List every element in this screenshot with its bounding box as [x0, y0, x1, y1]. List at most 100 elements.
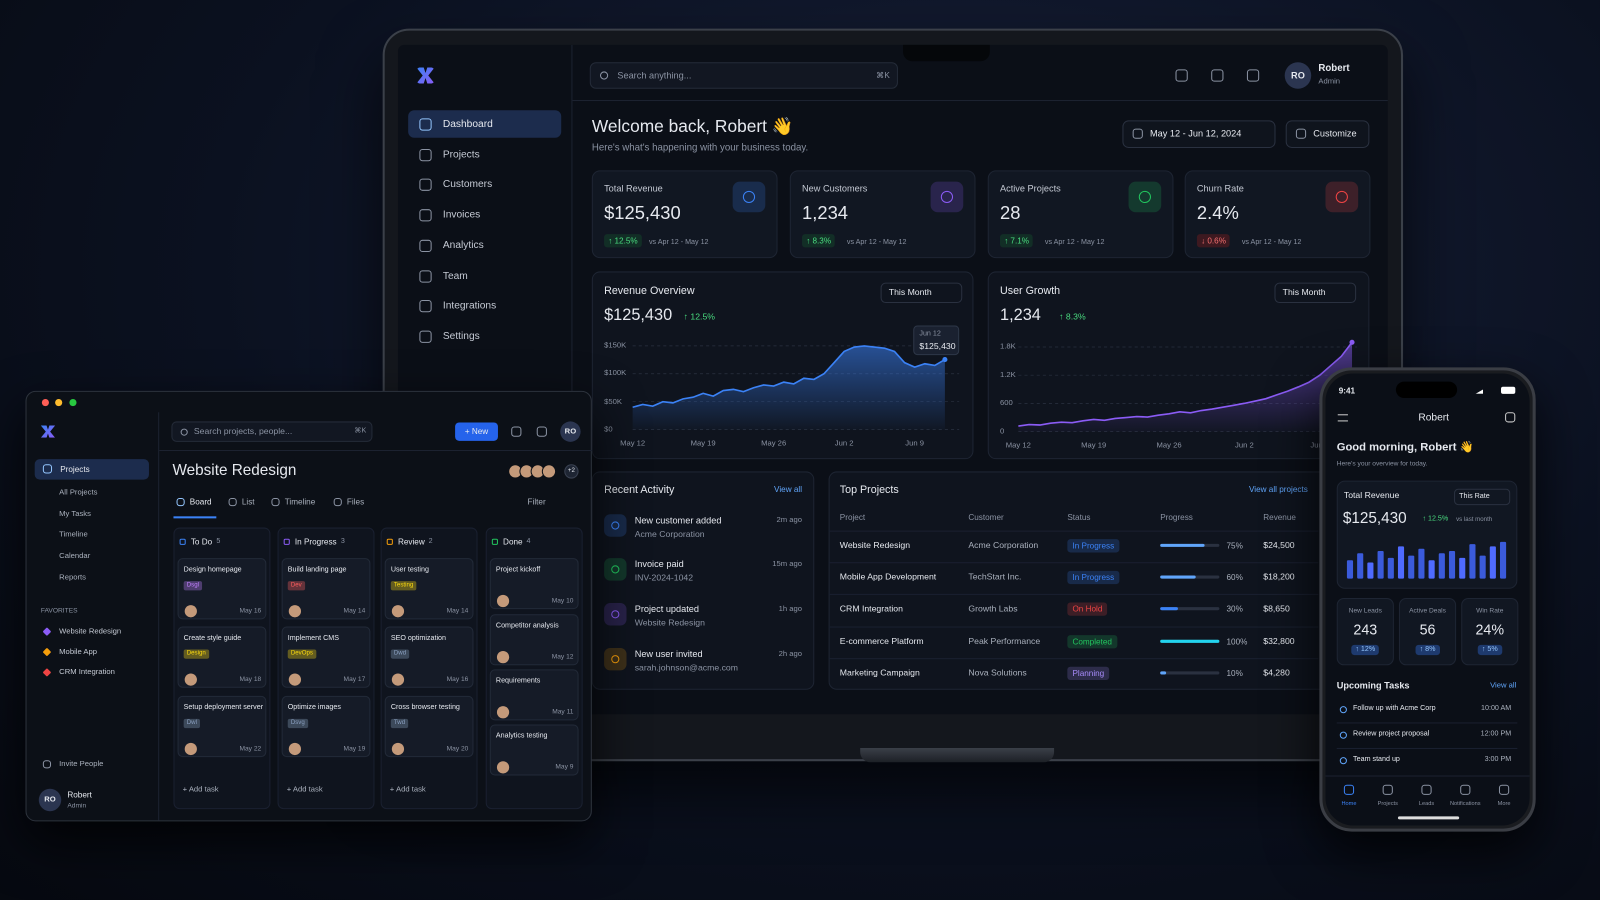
date-picker[interactable]: [1122, 120, 1276, 148]
task-title: Create style guide: [183, 634, 242, 642]
tab[interactable]: List: [241, 497, 255, 507]
tab-bar-item[interactable]: Leads: [1418, 800, 1435, 807]
dynamic-island: [1395, 381, 1458, 398]
nav-item[interactable]: Settings: [442, 330, 480, 342]
column-dot: [386, 538, 393, 545]
tab[interactable]: Timeline: [284, 497, 316, 507]
tab[interactable]: Files: [346, 497, 365, 507]
customize-button[interactable]: [1285, 120, 1370, 148]
tooltip-date: Jun 12: [919, 330, 941, 338]
tab[interactable]: Board: [189, 497, 212, 507]
kpi-value: 1,234: [802, 202, 849, 224]
tab-bar-item[interactable]: More: [1497, 800, 1511, 807]
divider: [572, 99, 1388, 102]
favorite-item[interactable]: Mobile App: [59, 646, 98, 656]
filter-dropdown[interactable]: [880, 282, 963, 304]
nav-item[interactable]: Customers: [442, 179, 493, 191]
nav-item[interactable]: Invoices: [442, 209, 481, 221]
icon: [271, 497, 280, 507]
add-task[interactable]: + Add task: [286, 784, 323, 794]
nav-item[interactable]: Team: [442, 270, 468, 282]
status-pill: In Progress: [1067, 539, 1120, 553]
kpi-compare: vs Apr 12 - May 12: [1241, 238, 1302, 246]
invite-link[interactable]: Invite People: [59, 758, 104, 769]
welcome-subtitle: Here's what's happening with your busine…: [591, 142, 809, 154]
divider: [1325, 775, 1530, 777]
nav-item[interactable]: Dashboard: [442, 118, 493, 130]
kpi-compare: vs Apr 12 - May 12: [1044, 238, 1105, 246]
menu-icon[interactable]: [1337, 414, 1348, 422]
column-header: Status: [1067, 512, 1091, 522]
task-title[interactable]: Follow up with Acme Corp: [1353, 705, 1436, 713]
favorite-item[interactable]: CRM Integration: [59, 667, 115, 677]
nav-item[interactable]: Projects: [442, 148, 480, 161]
x-tick-label: May 26: [761, 438, 787, 448]
icon: [419, 269, 432, 283]
nav-subitem[interactable]: Timeline: [59, 529, 88, 539]
add-task[interactable]: + Add task: [182, 784, 219, 794]
task-title[interactable]: Review project proposal: [1353, 730, 1430, 738]
user-role: Admin: [67, 802, 87, 810]
y-tick-label: 600: [999, 397, 1013, 408]
icon: [42, 464, 53, 474]
column-dot: [283, 538, 290, 545]
task-date: May 16: [446, 675, 469, 683]
filter-dropdown[interactable]: [1454, 488, 1511, 506]
icon: [228, 497, 237, 507]
y-tick-label: $50K: [604, 396, 622, 406]
user-role: Admin: [1318, 76, 1341, 86]
nav-active[interactable]: [34, 459, 149, 480]
add-task[interactable]: + Add task: [389, 784, 426, 794]
revenue-card: [1336, 480, 1518, 589]
search-placeholder: Search anything...: [617, 70, 692, 81]
tab-bar-item[interactable]: Home: [1341, 800, 1357, 807]
y-tick-label: $150K: [604, 340, 627, 350]
row-divider: [828, 658, 1319, 660]
activity-detail: sarah.johnson@acme.com: [634, 662, 738, 673]
view-all[interactable]: View all: [774, 485, 803, 495]
task-title[interactable]: Team stand up: [1353, 756, 1400, 764]
task-date: May 10: [551, 597, 574, 605]
activity-panel: [591, 471, 815, 690]
x-tick-label: May 19: [690, 438, 716, 448]
search-box[interactable]: [589, 62, 898, 89]
avatar: [38, 788, 62, 812]
nav-subitem[interactable]: My Tasks: [59, 508, 91, 518]
row-divider: [1336, 722, 1518, 724]
activity-glyph: [611, 610, 620, 619]
column-header: Customer: [968, 512, 1004, 522]
status-pill: On Hold: [1067, 602, 1108, 616]
kpi-card: [789, 170, 976, 259]
nav-active[interactable]: [408, 110, 562, 138]
card-value: $125,430: [1342, 509, 1407, 527]
kpi-card: [591, 170, 778, 259]
nav-item[interactable]: Integrations: [442, 300, 497, 312]
activity-glyph: [611, 565, 620, 574]
kpi-compare: vs Apr 12 - May 12: [648, 238, 709, 246]
favorite-item[interactable]: Website Redesign: [59, 626, 122, 636]
customize-label: Customize: [1313, 128, 1357, 139]
view-all[interactable]: View all projects: [1248, 485, 1308, 495]
search-box[interactable]: [171, 421, 373, 442]
greeting-subtitle: Here's your overview for today.: [1336, 460, 1428, 468]
nav-subitem[interactable]: Calendar: [59, 550, 91, 560]
nav-subitem[interactable]: All Projects: [59, 487, 98, 497]
task-tag: Design: [183, 649, 209, 659]
row-divider: [828, 530, 1319, 532]
activity-time: 15m ago: [772, 558, 803, 569]
status-pill: Planning: [1067, 666, 1110, 681]
nav-item[interactable]: Projects: [60, 464, 90, 474]
tab-bar-item[interactable]: Notifications: [1450, 800, 1481, 807]
hinge: [860, 747, 1055, 763]
tab-bar-item[interactable]: Projects: [1377, 800, 1398, 807]
nav-item[interactable]: Analytics: [442, 239, 484, 252]
filter-button[interactable]: Filter: [527, 497, 546, 507]
view-all[interactable]: View all: [1490, 680, 1517, 690]
task-avatar: [184, 673, 197, 686]
column-count: 4: [526, 537, 531, 545]
filter-dropdown[interactable]: [1274, 282, 1357, 304]
icon: [419, 330, 432, 343]
icon: [419, 178, 432, 192]
nav-subitem[interactable]: Reports: [59, 571, 86, 582]
new-button[interactable]: [455, 422, 498, 441]
